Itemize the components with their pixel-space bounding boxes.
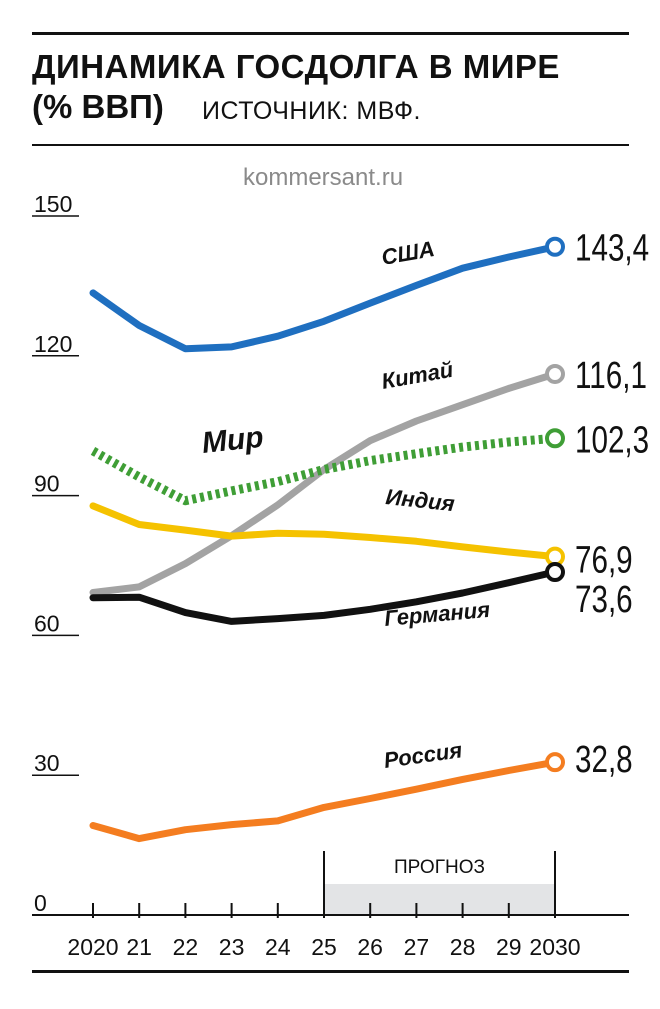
- x-tick-label: 21: [126, 934, 152, 960]
- series-name-label-5: Россия: [382, 737, 463, 773]
- forecast-label: ПРОГНОЗ: [394, 857, 485, 878]
- series-end-marker-4: [545, 562, 565, 583]
- series-end-value-3: 76,9: [575, 539, 633, 581]
- series-end-value-1: 116,1: [575, 355, 647, 397]
- x-tick-label: 28: [450, 934, 476, 960]
- x-tick-label: 2030: [529, 934, 580, 960]
- series-line-4: [89, 568, 559, 625]
- top-rule: [32, 32, 629, 35]
- series-end-value-2: 102,3: [575, 419, 649, 461]
- y-tick-label: 0: [34, 890, 47, 916]
- y-tick-label: 60: [34, 610, 60, 636]
- series-line-0: [89, 243, 559, 353]
- x-tick-label: 22: [173, 934, 199, 960]
- chart-subtitle-unit: (% ВВП): [32, 88, 164, 125]
- series-line-3: [89, 502, 559, 561]
- x-tick-label: 27: [404, 934, 430, 960]
- series-end-marker-5: [545, 752, 565, 773]
- series-end-value-4: 73,6: [575, 579, 633, 621]
- x-tick-label: 23: [219, 934, 245, 960]
- series-name-label-3: Индия: [384, 484, 455, 516]
- watermark: kommersant.ru: [243, 164, 404, 191]
- bottom-rule: [32, 970, 629, 973]
- forecast-band: [324, 884, 555, 915]
- y-tick-label: 90: [34, 471, 60, 497]
- x-tick-label: 29: [496, 934, 522, 960]
- series-line-2: [90, 433, 556, 506]
- y-tick-label: 30: [34, 750, 60, 776]
- series-end-marker-0: [545, 236, 565, 257]
- y-tick-label: 120: [34, 331, 72, 357]
- series-name-label-2: Мир: [200, 421, 265, 460]
- series-end-marker-2: [545, 428, 565, 449]
- x-tick-label: 26: [357, 934, 383, 960]
- header-rule: [32, 144, 629, 146]
- series-name-label-1: Китай: [380, 357, 456, 394]
- series-line-1: [89, 370, 559, 596]
- series-name-label-0: США: [380, 236, 437, 270]
- series-line-5: [89, 758, 559, 843]
- x-tick-label: 2020: [67, 934, 118, 960]
- series-end-marker-1: [545, 363, 565, 384]
- source-note: ИСТОЧНИК: МВФ.: [202, 97, 421, 125]
- series-end-value-5: 32,8: [575, 739, 633, 781]
- x-tick-label: 24: [265, 934, 291, 960]
- series-end-value-0: 143,4: [575, 227, 649, 269]
- x-tick-label: 25: [311, 934, 337, 960]
- chart-title: ДИНАМИКА ГОСДОЛГА В МИРЕ: [32, 48, 560, 85]
- y-tick-label: 150: [34, 191, 72, 217]
